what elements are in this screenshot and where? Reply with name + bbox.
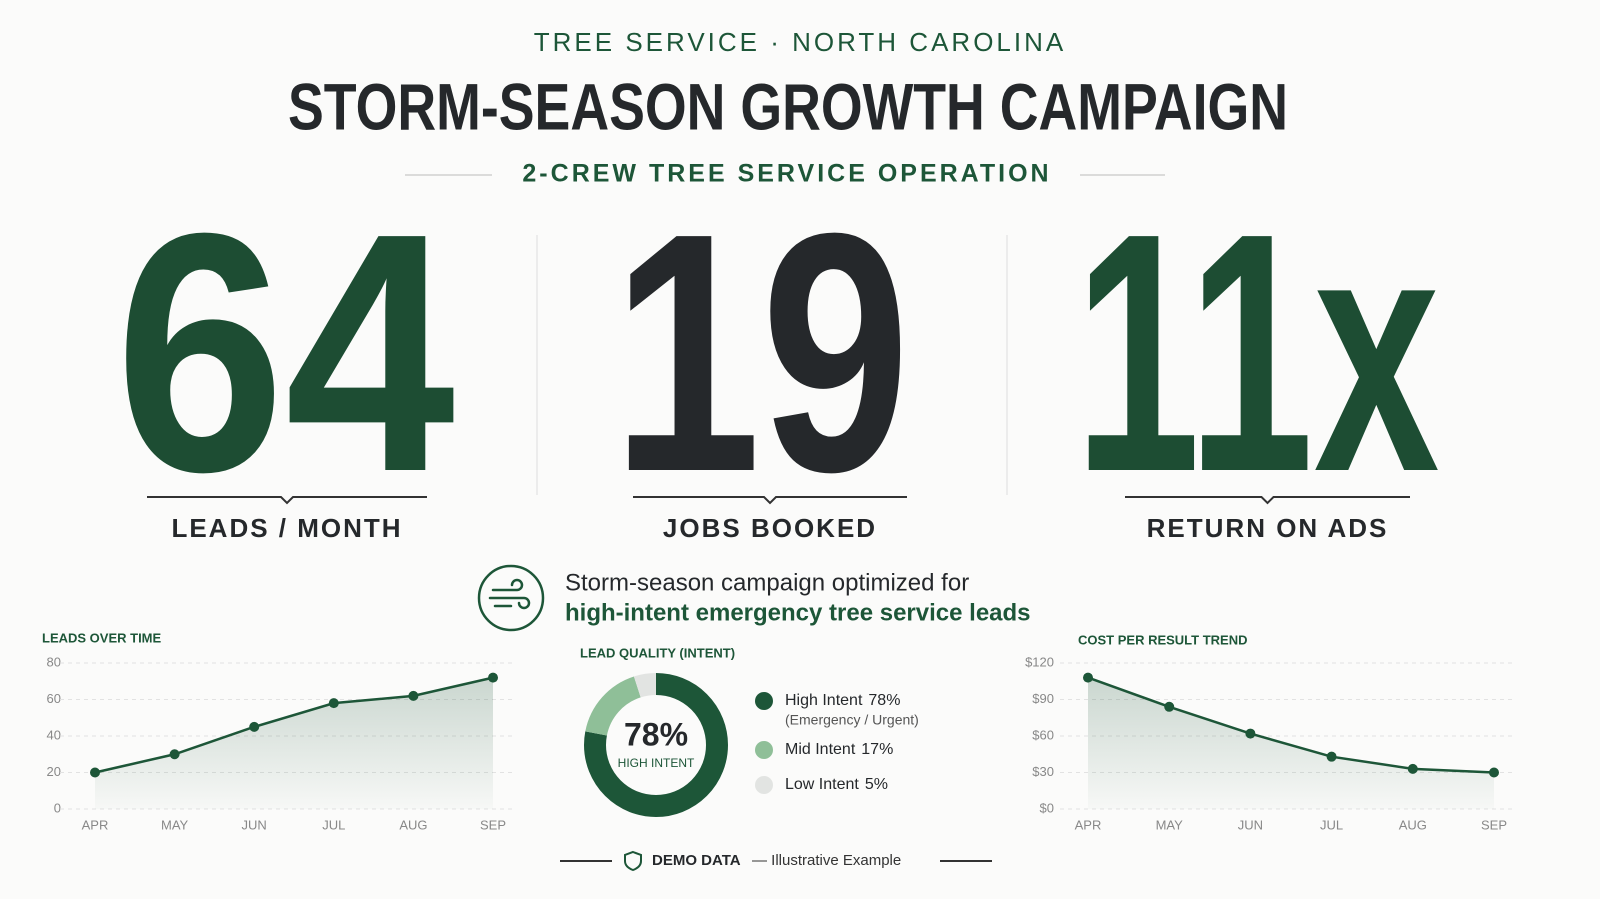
- y-tick-label: 20: [47, 764, 61, 779]
- line: [94, 676, 494, 774]
- callout-icon: [477, 564, 545, 632]
- point: [1164, 701, 1175, 712]
- x-tick-label: JUL: [1320, 817, 1343, 832]
- y-tick-label: $60: [1032, 727, 1054, 742]
- area: [1088, 677, 1494, 809]
- point: [1489, 767, 1499, 778]
- stat-value: 64: [115, 163, 457, 543]
- point: [1245, 728, 1256, 739]
- legend-name: High Intent: [785, 692, 863, 709]
- x-tick-label: JUL: [322, 817, 345, 832]
- chart-title: LEAD QUALITY (INTENT): [580, 645, 735, 660]
- point: [249, 721, 260, 732]
- x-tick-label: SEP: [1481, 817, 1507, 832]
- line: [1087, 676, 1495, 774]
- legend-dot: [755, 741, 773, 759]
- x-tick-label: JUN: [242, 817, 267, 832]
- eyebrow: TREE SERVICE · NORTH CAROLINA: [534, 27, 1066, 57]
- y-tick-label: $90: [1032, 691, 1054, 706]
- donut-center-value: 78%: [624, 716, 688, 752]
- y-tick-label: $30: [1032, 764, 1054, 779]
- point: [90, 767, 100, 778]
- stat-underline: [1125, 496, 1410, 505]
- area: [95, 677, 493, 809]
- legend-label: Low Intent 5%: [785, 776, 888, 793]
- legend-dot: [755, 776, 773, 794]
- footer-badge: DEMO DATA: [652, 852, 741, 869]
- y-tick-label: 40: [47, 727, 61, 742]
- legend-label: Mid Intent 17%: [785, 741, 893, 758]
- subtitle: 2-CREW TREE SERVICE OPERATION: [522, 160, 1051, 188]
- x-tick-label: AUG: [1399, 817, 1427, 832]
- point: [408, 690, 419, 701]
- wind-icon: [488, 578, 531, 610]
- legend-value: 78%: [868, 692, 900, 709]
- donut-segment: [584, 673, 728, 817]
- legend-value: 5%: [865, 776, 888, 793]
- callout-text: Storm-season campaign optimized for: [565, 569, 969, 596]
- callout-text: high-intent emergency tree service leads: [565, 599, 1031, 626]
- x-tick-label: SEP: [480, 817, 506, 832]
- stat-underline: [633, 496, 907, 505]
- stat-value: 11x: [1075, 163, 1441, 543]
- stat-value: 19: [612, 163, 910, 543]
- y-tick-label: $120: [1025, 654, 1054, 669]
- footer-text: — Illustrative Example: [752, 852, 901, 869]
- point: [1083, 672, 1093, 683]
- stat-underline: [147, 496, 427, 505]
- x-tick-label: AUG: [399, 817, 427, 832]
- x-tick-label: APR: [82, 817, 109, 832]
- chart-title: LEADS OVER TIME: [42, 630, 162, 645]
- legend-value: 17%: [861, 741, 893, 758]
- x-tick-label: JUN: [1238, 817, 1263, 832]
- x-tick-label: MAY: [161, 817, 189, 832]
- point: [169, 749, 180, 760]
- point: [328, 698, 339, 709]
- legend-note: (Emergency / Urgent): [785, 712, 919, 728]
- y-tick-label: $0: [1040, 800, 1054, 815]
- legend-label: High Intent 78%: [785, 692, 900, 709]
- x-tick-label: MAY: [1156, 817, 1184, 832]
- x-tick-label: APR: [1075, 817, 1102, 832]
- point: [1326, 751, 1337, 762]
- chart-title: COST PER RESULT TREND: [1078, 632, 1248, 647]
- y-tick-label: 0: [54, 800, 61, 815]
- page-title: STORM-SEASON GROWTH CAMPAIGN: [288, 69, 1288, 143]
- point: [1407, 763, 1418, 774]
- donut-center-caption: HIGH INTENT: [618, 756, 695, 770]
- shield-icon: [624, 850, 642, 872]
- legend-name: Low Intent: [785, 776, 859, 793]
- legend-name: Mid Intent: [785, 741, 856, 758]
- point: [488, 672, 498, 683]
- stat-label: LEADS / MONTH: [171, 513, 402, 543]
- y-tick-label: 80: [47, 654, 61, 669]
- stat-label: RETURN ON ADS: [1147, 513, 1389, 543]
- legend-dot: [755, 692, 773, 710]
- y-tick-label: 60: [47, 691, 61, 706]
- stat-label: JOBS BOOKED: [663, 513, 877, 543]
